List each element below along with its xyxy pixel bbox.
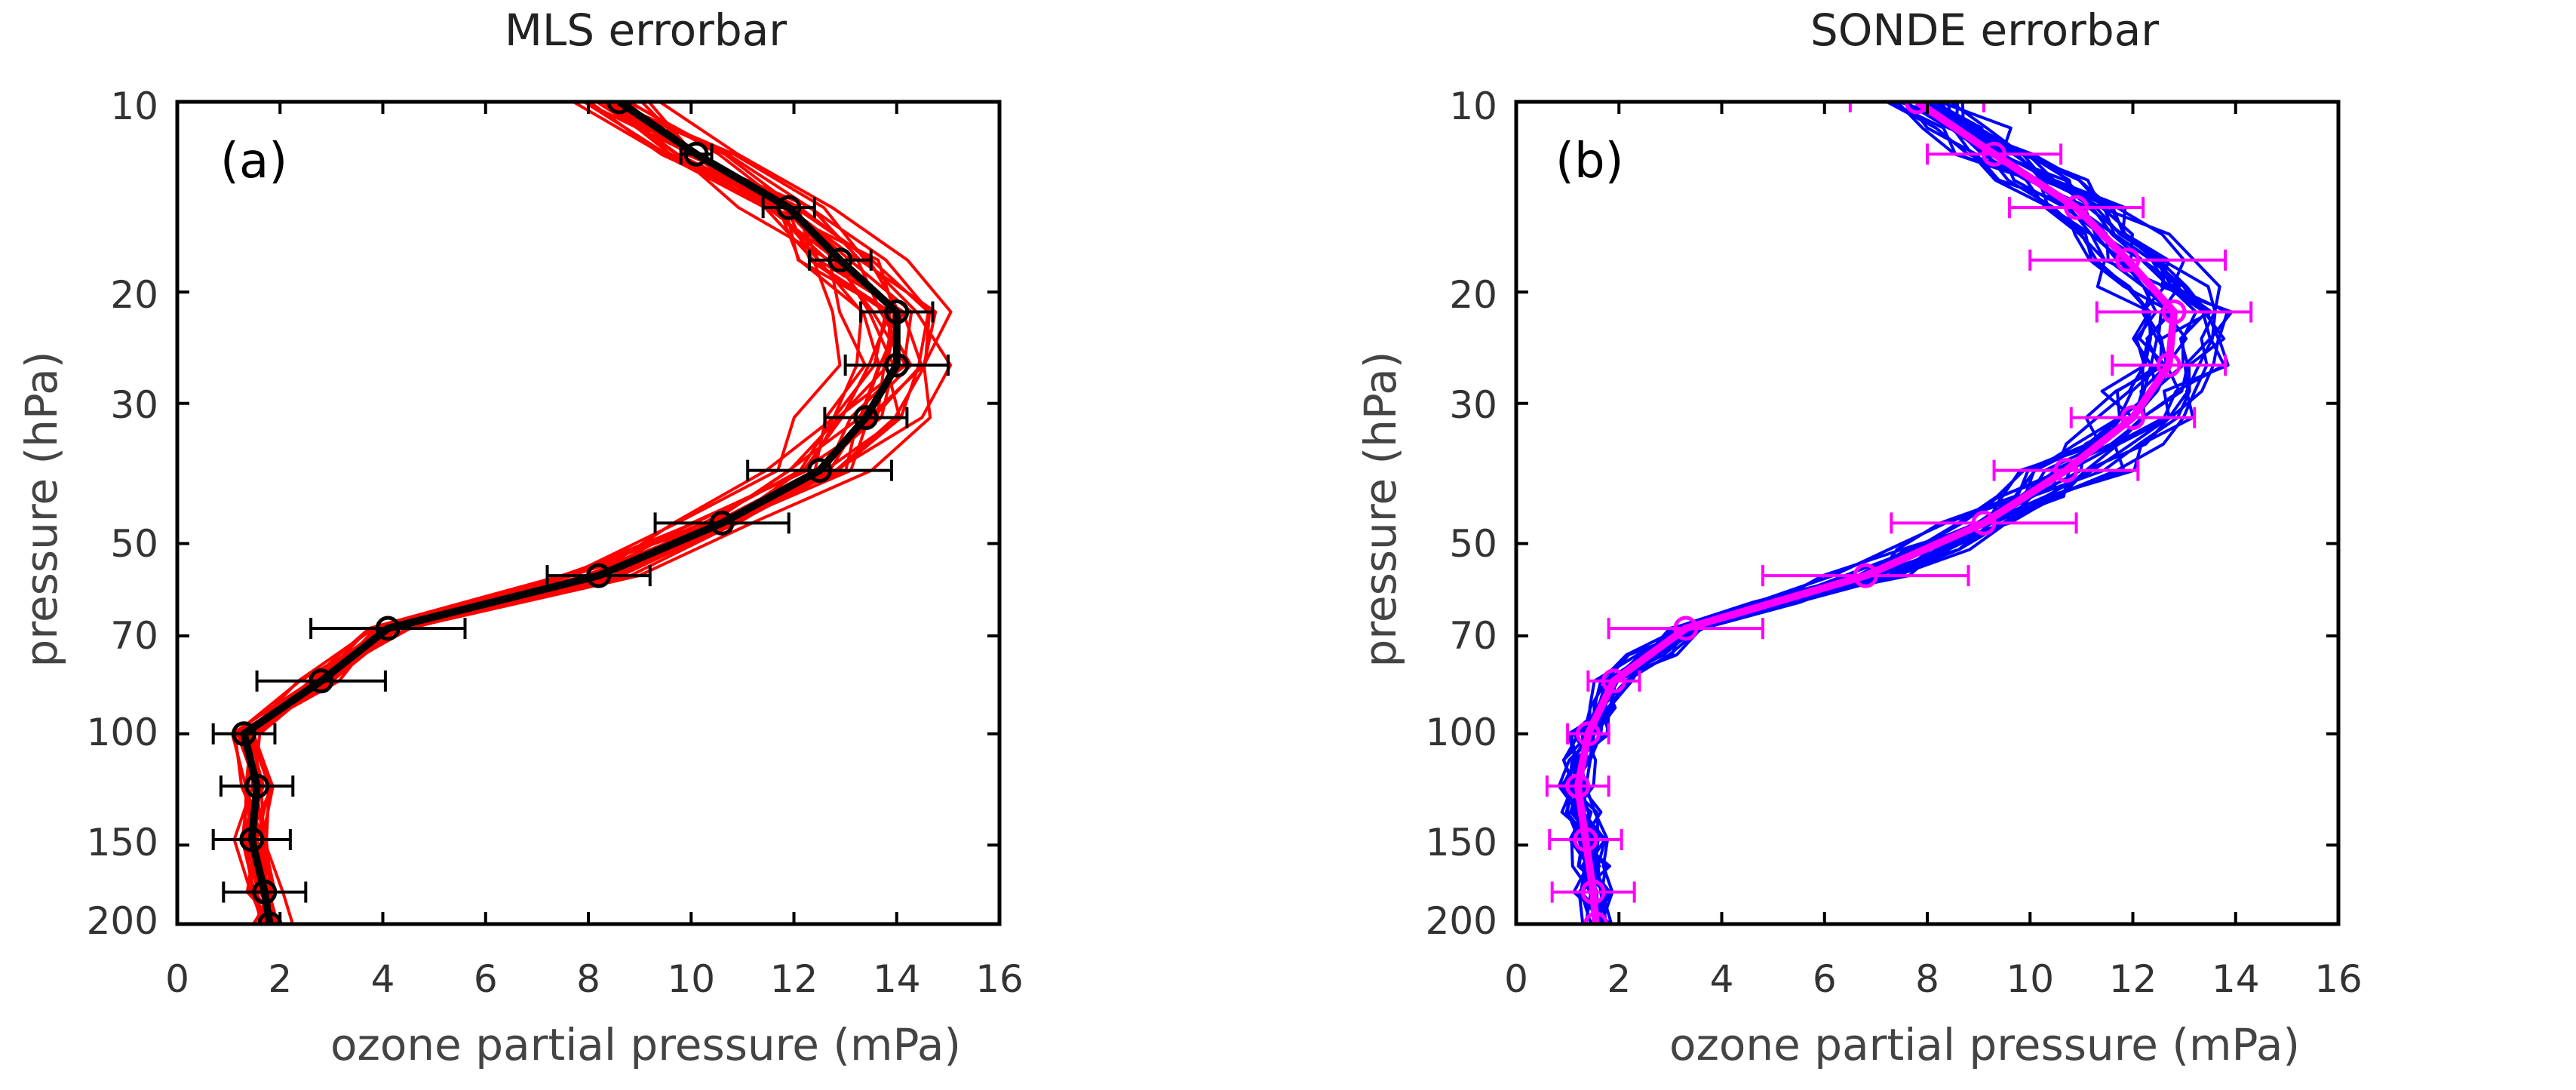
profile-line: [1560, 102, 2173, 924]
x-tick-label: 0: [165, 957, 189, 1001]
panel-label: (a): [220, 134, 287, 189]
mean-point: [1853, 563, 1878, 588]
x-tick-label: 12: [2109, 957, 2157, 1001]
mean-point: [1575, 721, 1601, 747]
mean-point: [683, 141, 709, 167]
x-tick-label: 8: [576, 957, 600, 1001]
x-tick-label: 10: [2006, 957, 2054, 1001]
clipped-data: [1545, 102, 2253, 924]
mean-point: [606, 102, 632, 115]
y-tick-label: 200: [1426, 899, 1497, 943]
x-axis-label: ozone partial pressure (mPa): [1669, 1019, 2300, 1070]
y-tick-label: 70: [1449, 614, 1497, 658]
y-tick-label: 30: [110, 383, 158, 427]
profile-line: [1559, 102, 2152, 924]
y-tick-label: 20: [110, 273, 158, 317]
mean-point: [1601, 668, 1626, 694]
x-tick-label: 12: [770, 957, 818, 1001]
mean-point: [257, 911, 283, 924]
y-tick-label: 50: [1449, 522, 1497, 566]
y-tick-label: 150: [87, 821, 158, 864]
x-axis-label: ozone partial pressure (mPa): [330, 1019, 961, 1070]
x-tick-label: 0: [1504, 957, 1528, 1001]
profile-line: [249, 102, 953, 924]
y-tick-label: 30: [1449, 383, 1497, 427]
y-tick-label: 200: [87, 899, 158, 943]
mean-point: [2161, 299, 2187, 325]
axes-box: [1514, 100, 2341, 926]
x-tick-label: 6: [1813, 957, 1837, 1001]
y-tick-label: 10: [110, 84, 158, 128]
y-tick-label: 100: [1426, 711, 1497, 754]
x-tick-label: 16: [2314, 957, 2363, 1001]
mean-point: [1583, 911, 1609, 924]
mean-point: [2053, 458, 2079, 484]
x-tick-label: 16: [975, 957, 1024, 1001]
mean-point: [1573, 827, 1598, 852]
profile-line: [1574, 102, 2226, 924]
mean-point: [827, 247, 853, 273]
x-tick-label: 2: [1607, 957, 1631, 1001]
mean-point: [309, 668, 334, 694]
x-tick-label: 14: [2212, 957, 2260, 1001]
x-tick-labels: 0 2 4 6 8 10 12 14 16: [1504, 957, 2363, 1001]
profile-line: [245, 102, 896, 924]
mean-point: [375, 616, 401, 641]
profile-line: [1569, 102, 2217, 924]
mean-point: [1971, 510, 1997, 536]
mean-point: [776, 195, 802, 220]
mean-point: [586, 563, 612, 588]
mean-point: [1904, 102, 1930, 115]
mean-point: [1580, 880, 1606, 905]
x-tick-label: 4: [1710, 957, 1734, 1001]
mean-point: [884, 299, 910, 325]
x-tick-label: 8: [1915, 957, 1939, 1001]
x-tick-label: 14: [873, 957, 921, 1001]
mean-point: [709, 510, 735, 536]
x-tick-labels: 0 2 4 6 8 10 12 14 16: [165, 957, 1024, 1001]
mean-point: [2156, 352, 2181, 378]
mean-point: [244, 773, 270, 799]
y-tick-label: 50: [110, 522, 158, 566]
y-tick-label: 150: [1426, 821, 1497, 864]
mean-point: [2120, 405, 2145, 431]
mean-point: [884, 352, 910, 378]
x-tick-label: 10: [667, 957, 715, 1001]
profile-line: [1572, 102, 2230, 924]
axes-box: [175, 100, 1002, 926]
panel-title: MLS errorbar: [505, 5, 787, 56]
y-tick-label: 70: [110, 614, 158, 658]
plot-area: [175, 100, 1002, 926]
panel-mls: MLS errorbar ozone partial pressure (mPa…: [16, 5, 1024, 1070]
mean-point: [1673, 616, 1699, 641]
y-tick-label: 100: [87, 711, 158, 754]
y-tick-label: 10: [1449, 84, 1497, 128]
profile-line: [1568, 102, 2234, 924]
panel-title: SONDE errorbar: [1810, 5, 2159, 56]
mean-point: [1982, 141, 2007, 167]
panel-label: (b): [1555, 134, 1624, 189]
x-tick-label: 4: [371, 957, 395, 1001]
mean-point: [2064, 195, 2089, 220]
plot-area: [1514, 100, 2341, 926]
mean-point: [239, 827, 265, 852]
y-tick-labels: 10 20 30 50 70 100 150 200: [1426, 84, 1497, 943]
y-tick-labels: 10 20 30 50 70 100 150 200: [87, 84, 158, 943]
panel-sonde: SONDE errorbar ozone partial pressure (m…: [1355, 5, 2363, 1070]
profile-line: [249, 102, 953, 924]
mean-point: [252, 880, 278, 905]
mean-point: [807, 458, 833, 484]
y-axis-label: pressure (hPa): [16, 352, 67, 668]
y-tick-label: 20: [1449, 273, 1497, 317]
mean-point: [853, 405, 879, 431]
mean-point: [2115, 247, 2141, 273]
clipped-data: [211, 102, 953, 924]
y-axis-label: pressure (hPa): [1355, 352, 1406, 668]
mean-point: [1565, 773, 1591, 799]
x-tick-label: 6: [474, 957, 498, 1001]
mean-point: [232, 721, 257, 747]
x-tick-label: 2: [268, 957, 292, 1001]
